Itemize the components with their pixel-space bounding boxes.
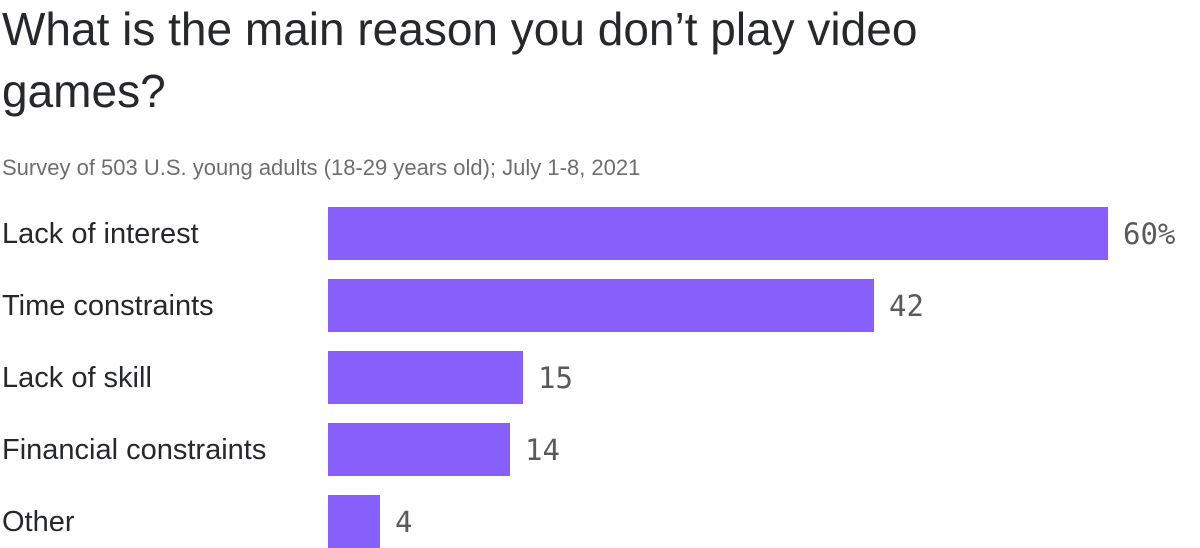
chart-row: Lack of interest 60% [2, 207, 1200, 260]
category-label: Time constraints [2, 289, 214, 322]
bar [328, 495, 380, 548]
value-label: 60% [1123, 216, 1176, 251]
value-label: 4 [395, 504, 413, 539]
bar [328, 279, 874, 332]
value-label: 15 [538, 360, 573, 395]
chart-title: What is the main reason you don’t play v… [2, 3, 918, 117]
chart-row: Time constraints 42 [2, 279, 1200, 332]
chart-row: Other 4 [2, 495, 1200, 548]
bar [328, 207, 1108, 260]
category-label: Lack of skill [2, 361, 152, 394]
value-label: 14 [525, 432, 560, 467]
bar [328, 423, 510, 476]
chart-row: Financial constraints 14 [2, 423, 1200, 476]
value-label: 42 [889, 288, 924, 323]
category-label: Other [2, 505, 75, 538]
chart-row: Lack of skill 15 [2, 351, 1200, 404]
bar-chart: Lack of interest 60% Time constraints 42… [2, 207, 1200, 548]
chart-subtitle: Survey of 503 U.S. young adults (18-29 y… [2, 155, 641, 180]
category-label: Financial constraints [2, 433, 267, 466]
bar [328, 351, 523, 404]
category-label: Lack of interest [2, 217, 199, 250]
